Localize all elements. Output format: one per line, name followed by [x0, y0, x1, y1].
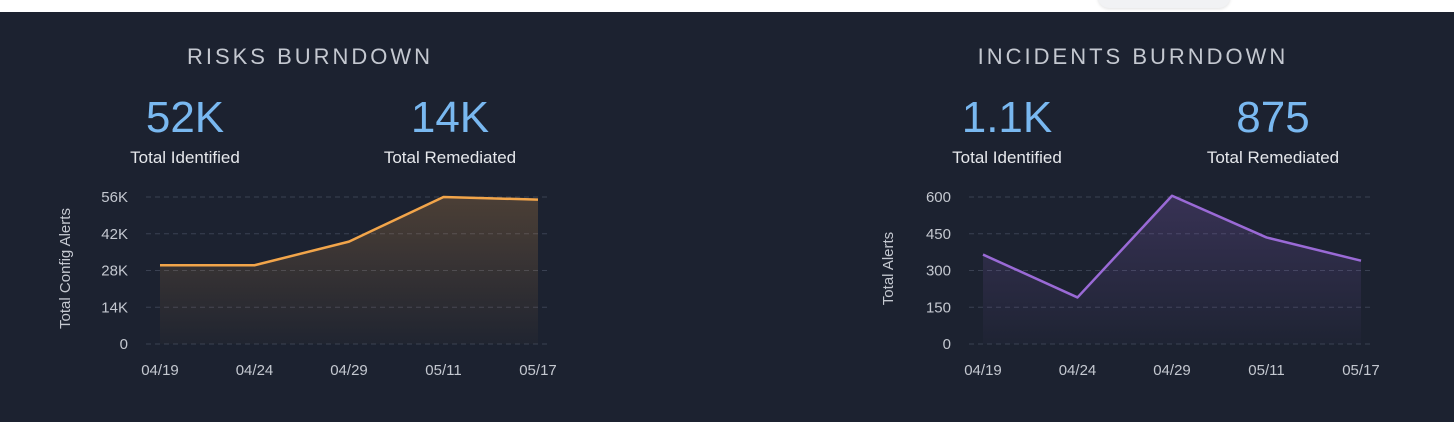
y-tick-label: 28K — [101, 263, 128, 280]
y-tick-label: 0 — [943, 336, 951, 353]
x-tick-label: 04/29 — [1153, 362, 1191, 379]
incidents-burndown-chart: 0 150 300 450 600 Total Alerts 04/19 04/24 04/29… — [880, 189, 1380, 379]
x-tick-label: 04/19 — [964, 362, 1002, 379]
data-point[interactable] — [1169, 193, 1175, 199]
series-area — [160, 197, 538, 344]
data-point[interactable] — [1358, 258, 1364, 264]
data-point[interactable] — [441, 194, 447, 200]
y-tick-label: 42K — [101, 226, 128, 243]
y-tick-label: 450 — [926, 226, 951, 243]
stat-label: Total Remediated — [383, 148, 517, 167]
y-axis-title: Total Alerts — [880, 232, 897, 305]
y-tick-label: 300 — [926, 263, 951, 280]
series-area — [983, 195, 1361, 344]
stat-total-identified: 1.1K Total Identified — [907, 92, 1107, 168]
top-strip — [0, 0, 1454, 12]
stat-label: Total Identified — [130, 148, 240, 167]
data-point[interactable] — [535, 197, 541, 203]
stat-label: Total Remediated — [1206, 148, 1340, 167]
y-axis-title: Total Config Alerts — [57, 208, 74, 329]
x-tick-label: 05/11 — [425, 362, 461, 379]
widget-title: INCIDENTS BURNDOWN — [977, 44, 1289, 69]
widget-title: RISKS BURNDOWN — [186, 44, 434, 69]
stat-total-identified: 52K Total Identified — [85, 92, 285, 168]
y-tick-label: 0 — [120, 336, 128, 353]
stat-value: 875 — [1236, 93, 1310, 142]
data-point[interactable] — [980, 252, 986, 258]
data-point[interactable] — [1264, 234, 1270, 240]
stat-value: 14K — [410, 93, 490, 142]
x-tick-label: 04/24 — [236, 362, 274, 379]
y-tick-label: 14K — [101, 299, 128, 316]
stat-value: 1.1K — [961, 93, 1053, 142]
incidents-burndown-widget: INCIDENTS BURNDOWN 1.1K Total Identified… — [853, 12, 1413, 422]
data-point[interactable] — [346, 239, 352, 245]
bottom-strip — [0, 422, 1454, 438]
risks-burndown-widget: RISKS BURNDOWN 52K Total Identified 14K … — [30, 12, 590, 422]
x-tick-label: 04/29 — [330, 362, 368, 379]
x-tick-label: 05/17 — [519, 362, 557, 379]
stat-total-remediated: 14K Total Remediated — [350, 92, 550, 168]
y-tick-label: 600 — [926, 189, 951, 206]
x-tick-label: 04/19 — [141, 362, 179, 379]
data-point[interactable] — [252, 262, 258, 268]
y-tick-label: 56K — [101, 189, 128, 206]
data-point[interactable] — [1075, 294, 1081, 300]
series-line — [160, 195, 539, 267]
stat-value: 52K — [145, 93, 225, 142]
risks-burndown-chart: 0 14K 28K 42K 56K Total Config Alerts 04/19 04/… — [57, 189, 557, 379]
x-tick-label: 04/24 — [1059, 362, 1097, 379]
x-tick-label: 05/17 — [1342, 362, 1380, 379]
data-point[interactable] — [157, 262, 163, 268]
stat-total-remediated: 875 Total Remediated — [1173, 92, 1373, 168]
x-tick-label: 05/11 — [1248, 362, 1284, 379]
top-pill-button[interactable] — [1098, 0, 1230, 8]
y-tick-label: 150 — [926, 299, 951, 316]
series-line — [982, 194, 1362, 299]
stat-label: Total Identified — [952, 148, 1062, 167]
